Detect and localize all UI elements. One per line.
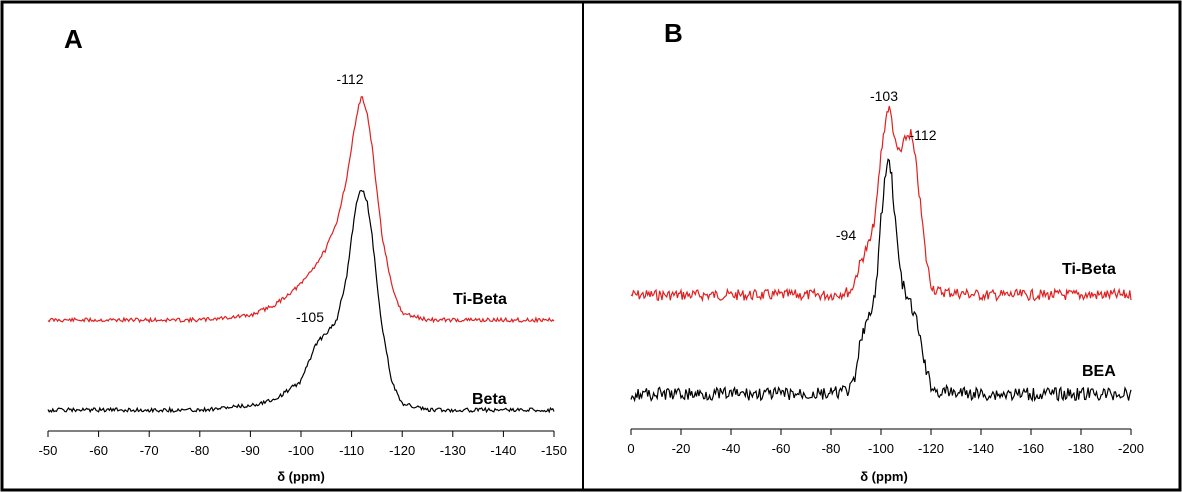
panel-b-label: B xyxy=(664,18,683,48)
x-tick-label: -130 xyxy=(440,443,466,458)
x-tick-label: -100 xyxy=(288,443,314,458)
x-tick-label: -70 xyxy=(140,443,159,458)
x-tick-label: -110 xyxy=(339,443,364,458)
x-tick-label: -160 xyxy=(1018,441,1044,456)
x-tick-label: -180 xyxy=(1068,441,1094,456)
x-axis-title: δ (ppm) xyxy=(277,469,325,484)
panel-b: B -103 -112 -94 Ti-Beta BEA 0 -20 -40 -60 -8… xyxy=(627,18,1144,484)
x-tick-label: -120 xyxy=(918,441,944,456)
panel-a: A -112 -105 Ti-Beta Beta -50 -60 -70 -80 -90… xyxy=(39,24,567,484)
x-tick-label: -40 xyxy=(722,441,741,456)
x-tick-label: -80 xyxy=(822,441,841,456)
x-tick-label: 0 xyxy=(627,441,634,456)
annotation-peak-103: -103 xyxy=(870,88,898,104)
x-tick-label: -50 xyxy=(39,443,58,458)
x-tick-label: -80 xyxy=(190,443,209,458)
x-axis-ticks: -50 -60 -70 -80 -90 -100 -110 -120 -130 -140 -150 xyxy=(39,431,567,458)
series-label-bea: BEA xyxy=(1082,363,1116,380)
annotation-peak-112: -112 xyxy=(910,127,937,143)
x-tick-label: -60 xyxy=(89,443,108,458)
x-axis-title: δ (ppm) xyxy=(860,469,908,484)
series-label-beta: Beta xyxy=(472,391,507,408)
x-tick-label: -150 xyxy=(541,443,567,458)
panel-a-label: A xyxy=(64,24,83,54)
x-tick-label: -90 xyxy=(241,443,260,458)
x-tick-label: -60 xyxy=(772,441,791,456)
series-label-ti-beta: Ti-Beta xyxy=(1062,261,1116,278)
annotation-peak-94: -94 xyxy=(836,227,856,243)
beta-series-line xyxy=(47,189,555,414)
annotation-peak-112: -112 xyxy=(337,71,364,87)
x-tick-label: -100 xyxy=(868,441,894,456)
bea-series-line xyxy=(630,158,1132,403)
annotation-peak-105: -105 xyxy=(296,309,324,325)
ti-beta-series-line xyxy=(630,105,1132,303)
x-tick-label: -140 xyxy=(490,443,516,458)
x-tick-label: -20 xyxy=(672,441,691,456)
x-tick-label: -140 xyxy=(968,441,994,456)
x-tick-label: -120 xyxy=(389,443,415,458)
x-tick-label: -200 xyxy=(1118,441,1144,456)
series-label-ti-beta: Ti-Beta xyxy=(453,291,507,308)
ti-beta-series-line xyxy=(47,96,555,324)
x-axis-ticks: 0 -20 -40 -60 -80 -100 -120 -140 -160 -180 -200 xyxy=(627,429,1144,456)
